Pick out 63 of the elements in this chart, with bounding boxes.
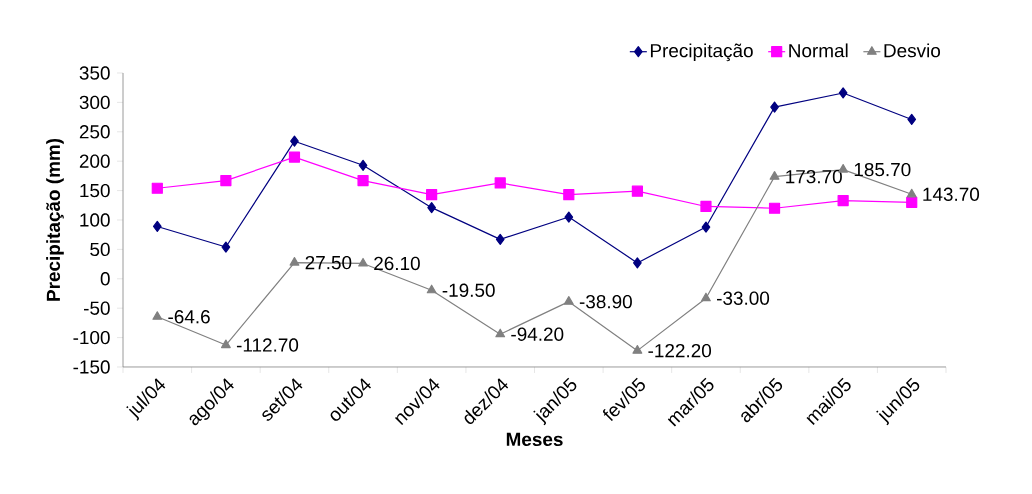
point	[768, 202, 781, 214]
point	[769, 171, 780, 180]
point	[358, 257, 368, 267]
y-tick-label: -50	[83, 301, 110, 315]
point	[426, 189, 438, 201]
point	[220, 339, 231, 349]
point	[152, 220, 162, 233]
y-tick-label: 0	[100, 272, 110, 286]
data-label: -122.20	[648, 343, 712, 358]
data-label: -94.20	[511, 327, 564, 341]
point	[906, 188, 917, 198]
x-axis-title: Meses	[506, 432, 563, 447]
data-label: 173.70	[786, 169, 842, 184]
point	[289, 257, 300, 266]
point	[290, 135, 299, 147]
data-label: 26.10	[374, 256, 420, 271]
y-tick-label: -150	[73, 360, 110, 374]
y-tick-label: 50	[90, 242, 110, 257]
y-tick-label: 300	[79, 95, 110, 110]
y-tick-label: 250	[79, 125, 110, 139]
point	[427, 202, 436, 214]
legend-label: Precipitação	[650, 43, 753, 62]
point	[495, 233, 505, 245]
point	[907, 113, 917, 126]
data-label: -64.6	[168, 310, 210, 324]
legend-label: Normal	[789, 43, 848, 58]
legend-label: Desvio	[884, 43, 941, 58]
point	[563, 296, 574, 305]
point	[494, 177, 506, 189]
point	[358, 159, 368, 171]
point	[152, 311, 163, 320]
data-label: 27.50	[305, 255, 352, 270]
point	[221, 241, 231, 253]
data-label: -38.90	[579, 294, 632, 309]
point	[700, 200, 712, 213]
point	[357, 174, 369, 187]
point	[633, 257, 642, 269]
data-label: 185.70	[854, 162, 911, 177]
point	[495, 328, 506, 338]
point	[701, 221, 711, 233]
point	[906, 196, 918, 208]
point	[563, 189, 575, 201]
y-axis-title: Precipitação (mm)	[46, 138, 64, 301]
y-tick-label: -100	[73, 330, 110, 345]
data-label: -19.50	[442, 283, 495, 297]
point	[564, 211, 574, 223]
point	[151, 182, 163, 194]
y-tick-label: 100	[80, 213, 110, 227]
point	[220, 174, 232, 187]
data-label: -112.70	[236, 338, 299, 352]
point	[632, 345, 643, 354]
point	[426, 284, 437, 294]
point	[631, 185, 643, 197]
data-label: -33.00	[717, 291, 770, 305]
y-tick-label: 150	[80, 183, 110, 198]
point	[770, 101, 779, 113]
point	[288, 151, 301, 163]
point	[838, 87, 848, 99]
point	[837, 194, 849, 207]
data-label: 143.70	[923, 187, 980, 201]
y-tick-label: 350	[79, 66, 110, 80]
point	[701, 292, 711, 302]
y-tick-label: 200	[79, 154, 110, 168]
